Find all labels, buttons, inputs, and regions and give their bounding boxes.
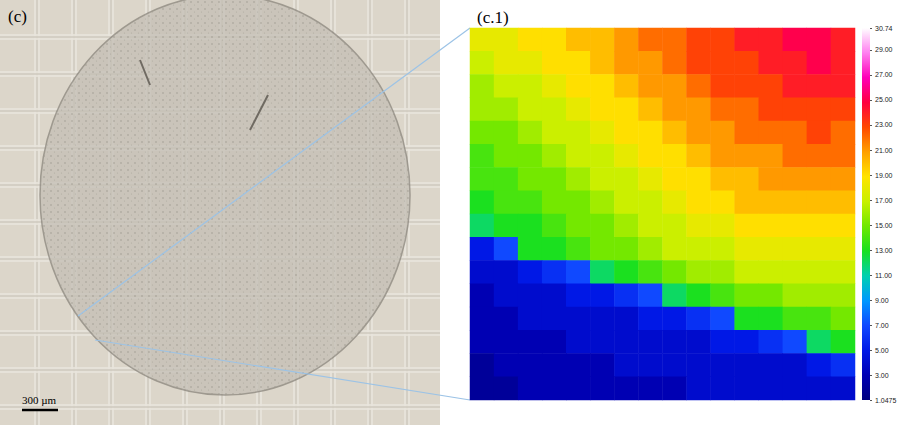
svg-text:13.00: 13.00	[875, 247, 893, 254]
svg-text:9.00: 9.00	[875, 297, 889, 304]
svg-text:17.00: 17.00	[875, 197, 893, 204]
svg-text:30.74: 30.74	[875, 25, 893, 32]
svg-text:21.00: 21.00	[875, 147, 893, 154]
svg-text:29.00: 29.00	[875, 46, 893, 53]
svg-text:25.00: 25.00	[875, 96, 893, 103]
svg-text:3.00: 3.00	[875, 372, 889, 379]
svg-text:5.00: 5.00	[875, 347, 889, 354]
svg-text:15.00: 15.00	[875, 222, 893, 229]
svg-text:11.00: 11.00	[875, 272, 892, 279]
svg-text:27.00: 27.00	[875, 71, 893, 78]
svg-text:23.00: 23.00	[875, 121, 893, 128]
svg-text:19.00: 19.00	[875, 172, 893, 179]
svg-text:7.00: 7.00	[875, 322, 889, 329]
svg-text:(c): (c)	[8, 7, 27, 26]
svg-text:1.0475: 1.0475	[875, 397, 897, 404]
svg-text:(c.1): (c.1)	[477, 8, 509, 27]
svg-text:300 µm: 300 µm	[22, 394, 57, 406]
